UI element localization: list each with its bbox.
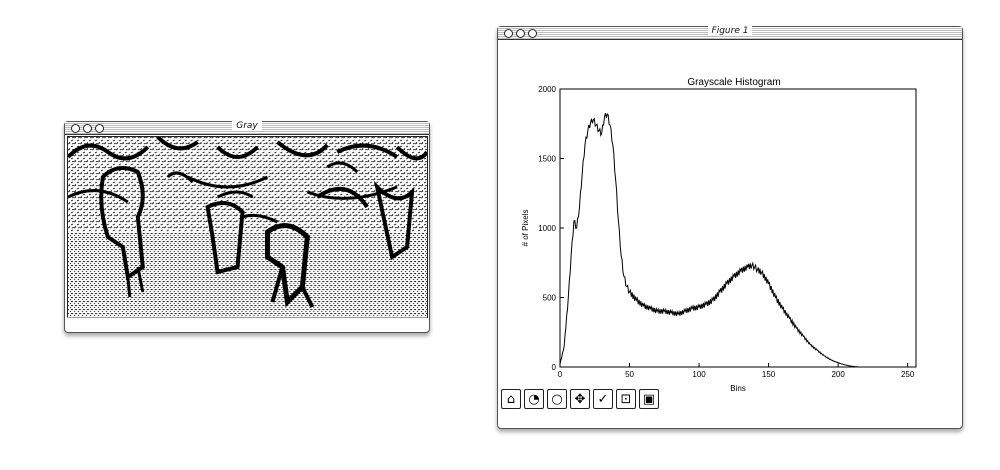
zoom-window-button[interactable] [528,29,537,38]
y-tick-label: 2000 [538,85,556,94]
subplots-icon[interactable]: ⊡ [616,389,636,409]
minimize-window-button[interactable] [516,29,525,38]
grayscale-image [67,136,428,318]
figure-window-titlebar[interactable]: Figure 1 [498,26,962,40]
y-axis-label: # of Pixels [521,210,530,247]
gray-window: Gray [64,121,430,333]
figure-toolbar: ⌂ ◔ ○ ✥ ✓ ⊡ ▣ [501,389,659,411]
x-axis-label: Bins [730,384,746,393]
x-tick-label: 100 [692,370,706,379]
x-tick-label: 50 [625,370,634,379]
y-tick-label: 500 [543,294,557,303]
y-tick-label: 0 [552,363,557,372]
y-tick-label: 1500 [538,155,556,164]
x-tick-label: 200 [831,370,845,379]
x-tick-label: 150 [762,370,776,379]
axes-frame [559,88,917,368]
histogram-line [559,112,860,368]
home-icon[interactable]: ⌂ [501,389,521,409]
gray-window-bottom-bar [67,317,427,330]
y-tick-label: 1000 [538,224,556,233]
close-window-button[interactable] [71,124,80,133]
save-icon[interactable]: ▣ [639,389,659,409]
gray-window-titlebar[interactable]: Gray [65,121,429,135]
zoom-window-button[interactable] [95,124,104,133]
figure-window: Figure 1 Grayscale Histogram 0 50 100 150 20… [497,26,963,429]
chart-title: Grayscale Histogram [687,77,780,88]
pan-icon[interactable]: ✥ [570,389,590,409]
x-tick-label: 250 [901,370,915,379]
minimize-window-button[interactable] [83,124,92,133]
figure-window-title: Figure 1 [707,26,753,36]
close-window-button[interactable] [504,29,513,38]
forward-icon[interactable]: ○ [547,389,567,409]
x-tick-label: 0 [558,370,563,379]
gray-window-title: Gray [232,121,262,131]
zoom-icon[interactable]: ✓ [593,389,613,409]
back-icon[interactable]: ◔ [524,389,544,409]
histogram-plot: Grayscale Histogram 0 50 100 150 200 250 0 500 1… [521,77,917,393]
